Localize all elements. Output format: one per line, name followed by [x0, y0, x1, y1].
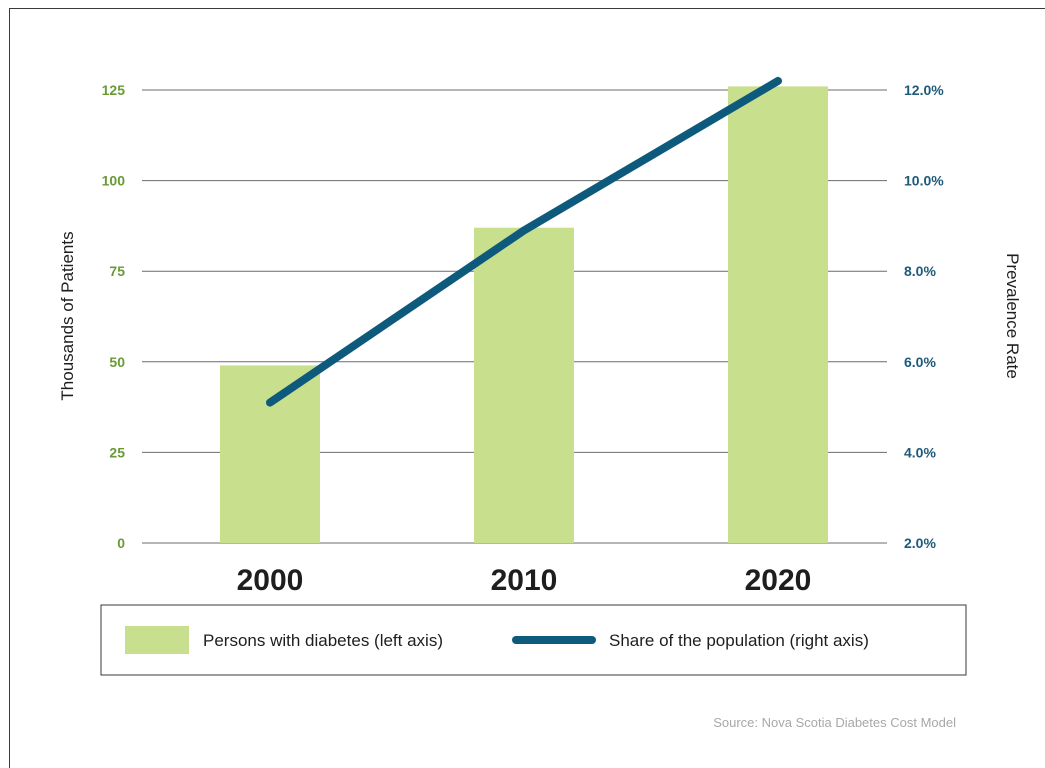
- source-note: Source: Nova Scotia Diabetes Cost Model: [713, 715, 956, 730]
- legend: Persons with diabetes (left axis) Share …: [100, 604, 967, 676]
- right-tick-label: 10.0%: [904, 173, 944, 189]
- bar: [220, 365, 320, 543]
- category-label: 2020: [745, 564, 812, 597]
- bars: [220, 86, 828, 543]
- right-axis-ticks: 2.0% 4.0% 6.0% 8.0% 10.0% 12.0%: [904, 82, 944, 551]
- left-tick-label: 0: [117, 535, 125, 551]
- right-tick-label: 12.0%: [904, 82, 944, 98]
- category-label: 2000: [237, 564, 304, 597]
- bar: [474, 227, 574, 543]
- line-series: [266, 76, 782, 407]
- right-tick-label: 8.0%: [904, 263, 936, 279]
- right-tick-label: 4.0%: [904, 444, 936, 460]
- legend-bar-swatch: [125, 626, 189, 654]
- category-labels: 2000 2010 2020: [237, 564, 812, 597]
- left-tick-label: 25: [109, 444, 125, 460]
- right-axis-title: Prevalence Rate: [1003, 253, 1022, 379]
- category-label: 2010: [491, 564, 558, 597]
- left-axis-title: Thousands of Patients: [58, 231, 77, 400]
- legend-bar-label: Persons with diabetes (left axis): [203, 631, 443, 650]
- legend-line-label: Share of the population (right axis): [609, 631, 869, 650]
- share-line: [266, 76, 782, 407]
- left-tick-label: 125: [102, 82, 126, 98]
- bar: [728, 86, 828, 543]
- legend-box: [100, 604, 967, 676]
- chart-frame: [9, 8, 1045, 768]
- left-tick-label: 75: [109, 263, 125, 279]
- left-tick-label: 50: [109, 354, 125, 370]
- left-axis-ticks: 0 25 50 75 100 125: [102, 82, 126, 551]
- left-tick-label: 100: [102, 173, 126, 189]
- right-tick-label: 2.0%: [904, 535, 936, 551]
- right-tick-label: 6.0%: [904, 354, 936, 370]
